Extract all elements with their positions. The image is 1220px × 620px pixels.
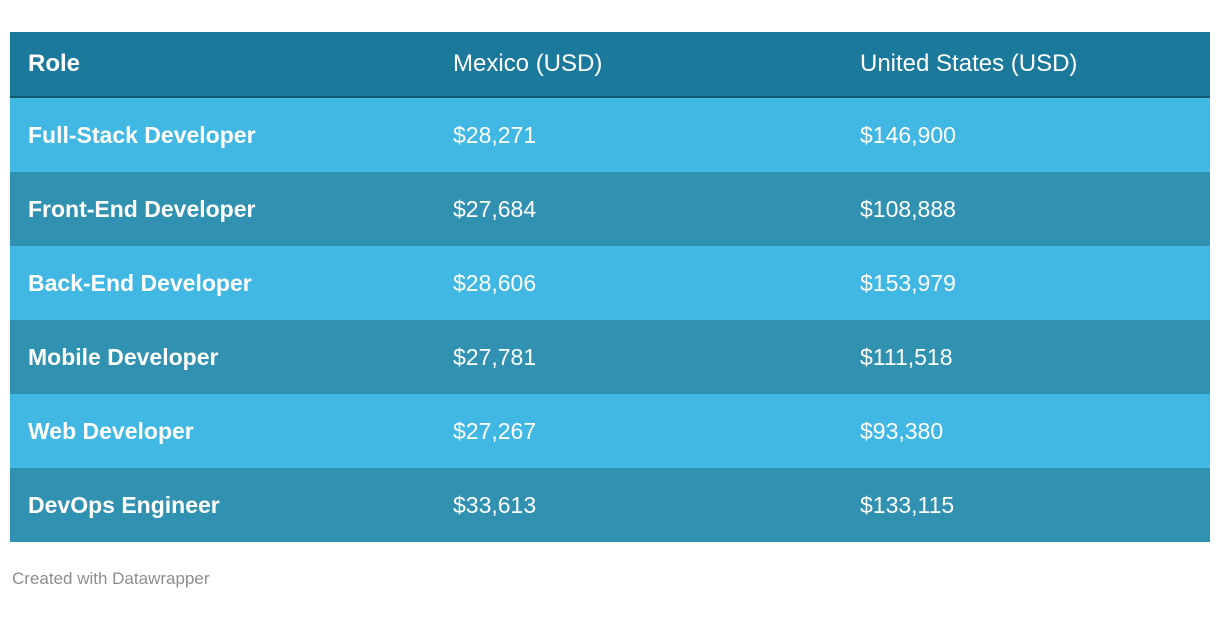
role-cell: Web Developer	[28, 417, 194, 444]
us-cell: $133,115	[860, 491, 955, 518]
us-cell: $153,979	[860, 269, 956, 296]
us-cell: $108,888	[860, 195, 956, 222]
column-header-mexico: Mexico (USD)	[453, 50, 603, 77]
datawrapper-attribution-link[interactable]: Created with Datawrapper	[12, 569, 210, 588]
role-cell: Front-End Developer	[28, 195, 256, 222]
role-cell: DevOps Engineer	[28, 491, 220, 518]
role-cell: Back-End Developer	[28, 269, 252, 296]
mexico-cell: $33,613	[453, 491, 537, 518]
table-row: DevOps Engineer $33,613 $133,115	[10, 468, 1210, 542]
mexico-cell: $27,781	[453, 343, 537, 370]
mexico-cell: $27,267	[453, 417, 537, 444]
table-row: Mobile Developer $27,781 $111,518	[10, 320, 1210, 394]
mexico-cell: $27,684	[453, 195, 537, 222]
mexico-cell: $28,271	[453, 121, 537, 148]
table-row: Front-End Developer $27,684 $108,888	[10, 172, 1210, 246]
table-row: Full-Stack Developer $28,271 $146,900	[10, 98, 1210, 172]
us-cell: $93,380	[860, 417, 944, 444]
column-header-role: Role	[28, 50, 81, 77]
column-header-us: United States (USD)	[860, 50, 1078, 77]
role-cell: Mobile Developer	[28, 343, 219, 370]
table-header-row: Role Mexico (USD) United States (USD)	[10, 32, 1210, 98]
table-row: Web Developer $27,267 $93,380	[10, 394, 1210, 468]
salary-comparison-table: Role Mexico (USD) United States (USD) Fu…	[10, 32, 1210, 542]
mexico-cell: $28,606	[453, 269, 537, 296]
us-cell: $146,900	[860, 121, 956, 148]
role-cell: Full-Stack Developer	[28, 121, 256, 148]
table-row: Back-End Developer $28,606 $153,979	[10, 246, 1210, 320]
us-cell: $111,518	[860, 343, 953, 370]
